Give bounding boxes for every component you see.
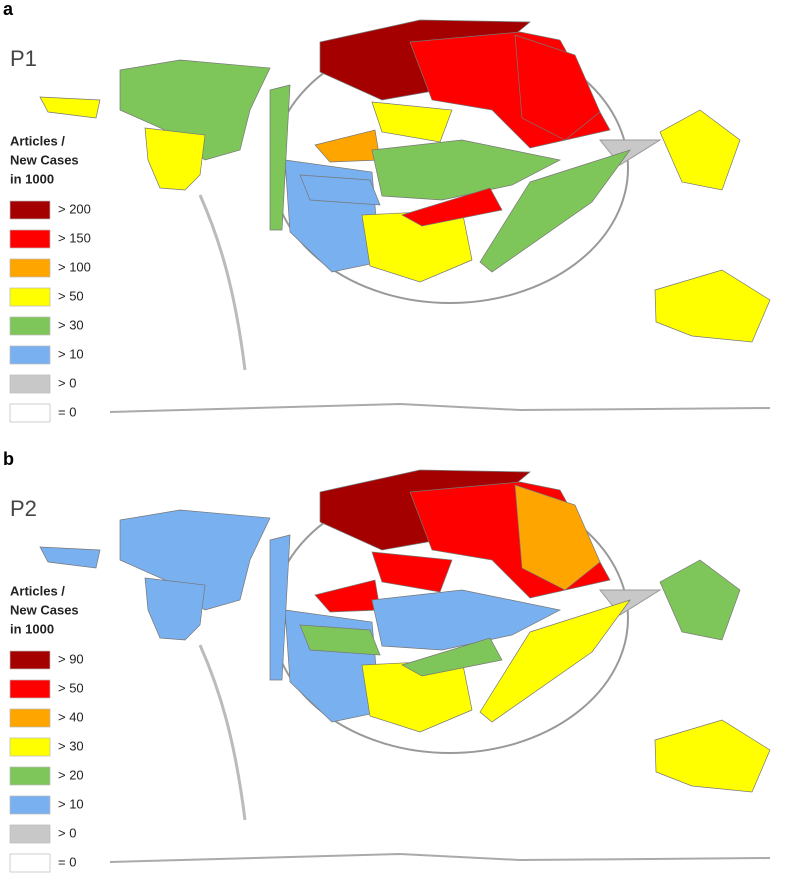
south-america xyxy=(198,194,247,371)
legend-swatch xyxy=(9,853,51,873)
legend-label: = 0 xyxy=(58,854,76,869)
region xyxy=(371,589,562,651)
region xyxy=(39,96,101,119)
legend-title: New Cases xyxy=(10,152,79,167)
legend-swatch xyxy=(9,287,51,307)
region xyxy=(401,637,503,677)
legend-label: > 0 xyxy=(58,375,76,390)
region xyxy=(119,509,271,611)
region xyxy=(39,546,101,569)
region xyxy=(314,129,381,163)
region xyxy=(269,84,291,231)
legend-swatch xyxy=(9,766,51,786)
region xyxy=(659,559,741,641)
legend-label: > 50 xyxy=(58,680,84,695)
region xyxy=(371,101,453,143)
legend-title: New Cases xyxy=(10,602,79,617)
legend-label: > 90 xyxy=(58,651,84,666)
region xyxy=(371,139,562,201)
panel-title: P2 xyxy=(10,496,37,521)
region xyxy=(479,149,631,273)
legend-swatch xyxy=(9,737,51,757)
legend-label: > 100 xyxy=(58,259,91,274)
panel-label: a xyxy=(3,0,14,19)
legend-swatch xyxy=(9,795,51,815)
antarctica xyxy=(109,402,771,413)
legend-title: Articles / xyxy=(10,583,65,598)
region xyxy=(269,534,291,681)
legend-label: = 0 xyxy=(58,404,76,419)
panel-title: P1 xyxy=(10,46,37,71)
legend-label: > 40 xyxy=(58,709,84,724)
region xyxy=(654,269,771,343)
legend-label: > 50 xyxy=(58,288,84,303)
region xyxy=(119,59,271,161)
region xyxy=(314,579,381,613)
legend-label: > 20 xyxy=(58,767,84,782)
legend-label: > 10 xyxy=(58,796,84,811)
legend-title: Articles / xyxy=(10,133,65,148)
legend-swatch xyxy=(9,374,51,394)
legend-swatch xyxy=(9,708,51,728)
region xyxy=(514,484,601,591)
legend-label: > 150 xyxy=(58,230,91,245)
panel: b P2 Articles / New Cases in 1000 > 90 > 50 > 4… xyxy=(3,449,771,873)
legend-title: in 1000 xyxy=(10,621,54,636)
region xyxy=(401,187,503,227)
antarctica xyxy=(109,852,771,863)
region xyxy=(144,127,206,191)
region xyxy=(299,624,381,656)
region xyxy=(371,551,453,593)
panel: a P1 Articles / New Cases in 1000 > 200 > 150 >… xyxy=(3,0,771,423)
legend-label: > 10 xyxy=(58,346,84,361)
legend-swatch xyxy=(9,229,51,249)
legend-swatch xyxy=(9,403,51,423)
region xyxy=(514,34,601,141)
legend-label: > 30 xyxy=(58,317,84,332)
legend-swatch xyxy=(9,345,51,365)
south-america xyxy=(198,644,247,821)
legend-swatch xyxy=(9,679,51,699)
region xyxy=(144,577,206,641)
legend-label: > 30 xyxy=(58,738,84,753)
legend-swatch xyxy=(9,258,51,278)
region xyxy=(654,719,771,793)
legend-label: > 0 xyxy=(58,825,76,840)
legend-title: in 1000 xyxy=(10,171,54,186)
legend-label: > 200 xyxy=(58,201,91,216)
region xyxy=(479,599,631,723)
panel-label: b xyxy=(3,449,14,469)
legend-swatch xyxy=(9,316,51,336)
legend-swatch xyxy=(9,650,51,670)
region xyxy=(299,174,381,206)
region xyxy=(659,109,741,191)
legend-swatch xyxy=(9,824,51,844)
legend-swatch xyxy=(9,200,51,220)
